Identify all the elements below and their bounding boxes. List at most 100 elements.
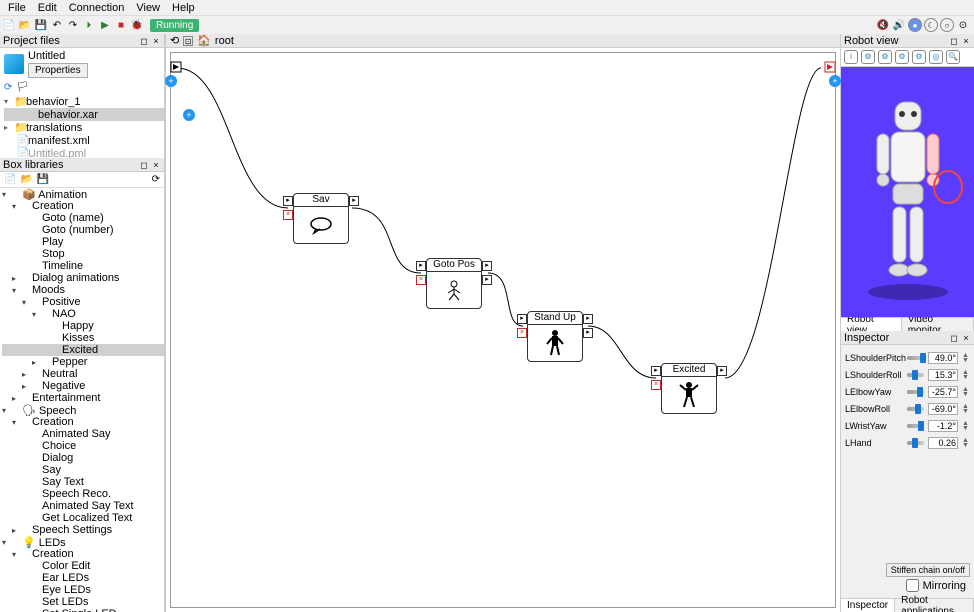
dock-icon[interactable]: ◻ <box>949 333 959 343</box>
close-icon[interactable]: × <box>961 36 971 46</box>
lib-item[interactable]: Get Localized Text <box>2 512 164 524</box>
joint-value[interactable]: -69.0° <box>928 403 958 415</box>
lib-item[interactable]: Animated Say Text <box>2 500 164 512</box>
menu-file[interactable]: File <box>2 2 32 14</box>
stiffen-button[interactable]: Stiffen chain on/off <box>886 563 970 577</box>
tree-behavior-folder[interactable]: ▾📁behavior_1 <box>4 95 164 108</box>
spin-buttons[interactable]: ▲▼ <box>962 387 970 397</box>
close-icon[interactable]: × <box>151 36 161 46</box>
rv-gear3-icon[interactable]: ⚙ <box>895 50 909 64</box>
lib-item[interactable]: Happy <box>2 320 164 332</box>
lib-item[interactable]: Set Single LED <box>2 608 164 612</box>
lib-open-icon[interactable]: 📂 <box>20 174 32 185</box>
node-goto-posture[interactable]: Goto Pos ▸ × ▸ ▸ <box>426 258 482 309</box>
port-in[interactable]: ▸ <box>283 196 293 206</box>
zoom-fit-icon[interactable]: ⊡ <box>183 36 193 46</box>
new-icon[interactable]: 📄 <box>2 18 16 32</box>
lib-item[interactable]: Goto (name) <box>2 212 164 224</box>
joint-value[interactable]: 15.3° <box>928 369 958 381</box>
rv-info-icon[interactable]: i <box>844 50 858 64</box>
port-out[interactable]: ▸ <box>717 366 727 376</box>
spin-buttons[interactable]: ▲▼ <box>962 438 970 448</box>
port-out[interactable]: ▸ <box>349 196 359 206</box>
life-on-icon[interactable]: ● <box>908 18 922 32</box>
stop-icon[interactable]: ■ <box>114 18 128 32</box>
joint-value[interactable]: 49.0° <box>928 352 958 364</box>
joint-slider[interactable] <box>907 373 924 377</box>
tree-translations[interactable]: ▸📁translations <box>4 121 164 134</box>
lib-item[interactable]: Stop <box>2 248 164 260</box>
open-icon[interactable]: 📂 <box>18 18 32 32</box>
port-in[interactable]: ▸ <box>517 314 527 324</box>
joint-value[interactable]: -1.2° <box>928 420 958 432</box>
port-stop[interactable]: × <box>651 380 661 390</box>
tree-manifest[interactable]: 📄manifest.xml <box>4 134 164 147</box>
add-output-port[interactable]: + <box>829 75 841 87</box>
lib-item[interactable]: ▸Pepper <box>2 356 164 368</box>
port-out[interactable]: ▸ <box>482 261 492 271</box>
node-excited[interactable]: Excited ▸ × ▸ <box>661 363 717 414</box>
menu-connection[interactable]: Connection <box>63 2 131 14</box>
reload-icon[interactable]: ⟳ <box>4 82 12 93</box>
tab-robot-apps[interactable]: Robot applications <box>895 599 974 612</box>
dock-icon[interactable]: ◻ <box>139 36 149 46</box>
lib-item[interactable]: ▾Creation <box>2 416 164 428</box>
lib-item[interactable]: ▾🗣 Speech <box>2 404 164 416</box>
port-out2[interactable]: ▸ <box>583 328 593 338</box>
lib-item[interactable]: Eye LEDs <box>2 584 164 596</box>
speaker-icon[interactable]: 🔊 <box>892 18 906 32</box>
rv-gear2-icon[interactable]: ⚙ <box>878 50 892 64</box>
joint-slider[interactable] <box>907 390 924 394</box>
spin-buttons[interactable]: ▲▼ <box>962 404 970 414</box>
port-out[interactable]: ▸ <box>583 314 593 324</box>
lib-item[interactable]: ▸Speech Settings <box>2 524 164 536</box>
volume-icon[interactable]: 🔇 <box>876 18 890 32</box>
tab-video-monitor[interactable]: Video monitor <box>902 318 974 331</box>
lib-item[interactable]: ▾Creation <box>2 548 164 560</box>
lib-item[interactable]: ▸Entertainment <box>2 392 164 404</box>
port-stop[interactable]: × <box>416 275 426 285</box>
onstopped-port[interactable] <box>824 61 836 73</box>
rv-zoom-icon[interactable]: 🔍 <box>946 50 960 64</box>
tab-robot-view[interactable]: Robot view <box>841 318 902 331</box>
lib-item[interactable]: Dialog <box>2 452 164 464</box>
lib-item[interactable]: ▾📦 Animation <box>2 188 164 200</box>
port-in[interactable]: ▸ <box>651 366 661 376</box>
lib-item[interactable]: Kisses <box>2 332 164 344</box>
add-midpoint-port[interactable]: + <box>183 109 195 121</box>
flag-icon[interactable]: 🏳 <box>16 82 29 93</box>
joint-slider[interactable] <box>907 356 924 360</box>
lib-item[interactable]: ▸Dialog animations <box>2 272 164 284</box>
lib-item[interactable]: Choice <box>2 440 164 452</box>
port-out2[interactable]: ▸ <box>482 275 492 285</box>
lib-item[interactable]: Speech Reco. <box>2 488 164 500</box>
rv-gear4-icon[interactable]: ⚙ <box>912 50 926 64</box>
zoom-out-icon[interactable]: ⟲ <box>170 34 179 47</box>
joint-slider[interactable] <box>907 424 924 428</box>
port-stop[interactable]: × <box>283 210 293 220</box>
spin-buttons[interactable]: ▲▼ <box>962 353 970 363</box>
save-icon[interactable]: 💾 <box>34 18 48 32</box>
close-icon[interactable]: × <box>151 160 161 170</box>
port-in[interactable]: ▸ <box>416 261 426 271</box>
joint-value[interactable]: -25.7° <box>928 386 958 398</box>
lib-item[interactable]: Timeline <box>2 260 164 272</box>
lib-item[interactable]: ▾💡 LEDs <box>2 536 164 548</box>
rv-target-icon[interactable]: ◎ <box>929 50 943 64</box>
port-stop[interactable]: × <box>517 328 527 338</box>
lib-item[interactable]: Animated Say <box>2 428 164 440</box>
lib-item[interactable]: Set LEDs <box>2 596 164 608</box>
redo-icon[interactable]: ↷ <box>66 18 80 32</box>
rest-icon[interactable]: ⊙ <box>956 18 970 32</box>
spin-buttons[interactable]: ▲▼ <box>962 421 970 431</box>
onstart-port[interactable] <box>170 61 182 73</box>
play-icon[interactable]: ▶ <box>98 18 112 32</box>
lib-item[interactable]: ▾Creation <box>2 200 164 212</box>
rv-gear1-icon[interactable]: ⚙ <box>861 50 875 64</box>
lib-refresh-icon[interactable]: ⟳ <box>152 174 160 185</box>
lib-item[interactable]: ▸Negative <box>2 380 164 392</box>
breadcrumb[interactable]: root <box>215 35 234 47</box>
moon-icon[interactable]: ☾ <box>924 18 938 32</box>
dock-icon[interactable]: ◻ <box>139 160 149 170</box>
tree-behavior-file[interactable]: behavior.xar <box>4 108 164 121</box>
